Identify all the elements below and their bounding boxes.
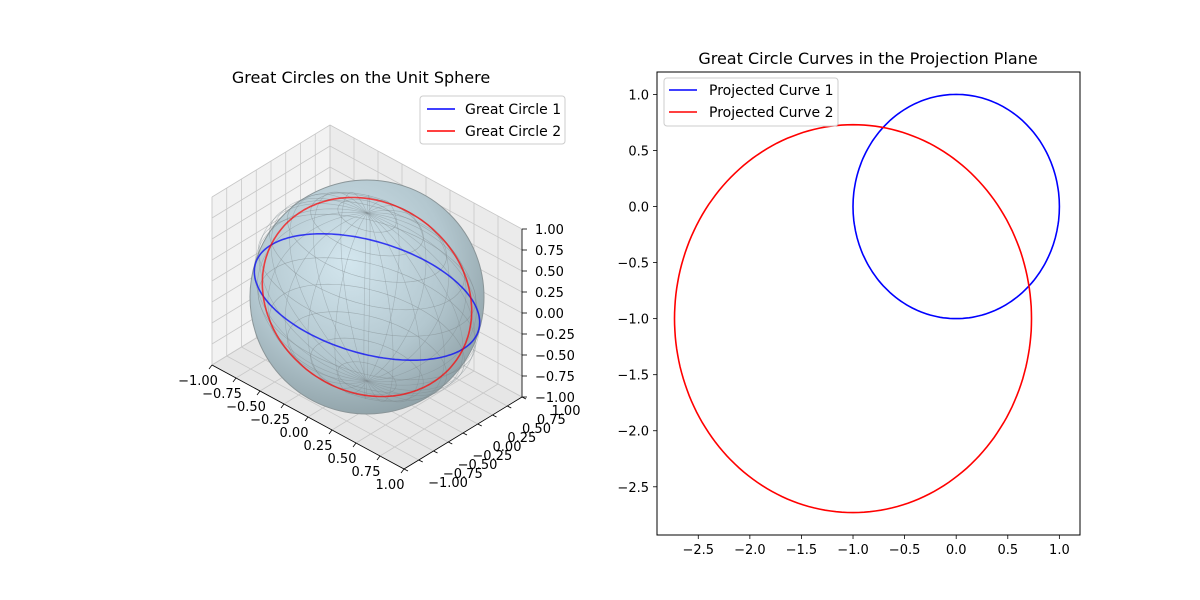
- x-tick-label: −0.50: [226, 400, 266, 415]
- x-tick-label: 1.00: [376, 478, 405, 493]
- y-tick-mark: [507, 405, 512, 409]
- gridline: [211, 166, 331, 240]
- x-tick-label: −2.0: [734, 543, 766, 558]
- plot-frame: [656, 71, 1081, 536]
- x-tick-label: 1.0: [1049, 543, 1070, 558]
- projection-legend: Projected Curve 1 Projected Curve 2: [663, 77, 839, 127]
- projected-curve-2-line: [673, 123, 1033, 514]
- y-tick-label: 0.25: [507, 431, 536, 446]
- projected-curve-1-line: [852, 93, 1061, 320]
- axes-tick-labels: −1.00−1.00−1.00−0.75−0.75−0.75−0.50−0.50…: [178, 223, 580, 493]
- x-tick-label: −2.5: [683, 543, 715, 558]
- z-tick-label: −0.75: [535, 370, 575, 385]
- x-tick-mark: [376, 455, 381, 461]
- y-tick-label: −1.00: [428, 476, 468, 491]
- sphere-latitude-line: [287, 311, 447, 402]
- z-tick-label: −0.25: [535, 328, 575, 343]
- z-tick-label: 0.75: [535, 244, 564, 259]
- y-tick-label: 0.5: [628, 145, 649, 160]
- z-tick-label: 0.50: [535, 265, 564, 280]
- y-tick-mark: [433, 450, 438, 454]
- legend-label-great-circle-2: Great Circle 2: [465, 124, 561, 140]
- sphere-latitude-line: [269, 283, 465, 395]
- unit-sphere-surface: [249, 179, 485, 415]
- y-tick-mark: [403, 468, 409, 472]
- sphere-legend: Great Circle 1 Great Circle 2: [419, 95, 566, 145]
- x-tick-mark: [256, 390, 261, 396]
- x-tick-label: 0.75: [352, 465, 381, 480]
- x-tick-label: −1.00: [178, 374, 218, 389]
- gridline: [355, 370, 475, 444]
- sphere-plot-title: Great Circles on the Unit Sphere: [232, 68, 490, 87]
- sphere-body: [249, 179, 485, 415]
- x-tick-mark: [328, 429, 333, 435]
- x-tick-label: 0.50: [328, 452, 357, 467]
- y-tick-mark: [418, 459, 423, 463]
- y-tick-mark: [492, 414, 497, 418]
- legend-label-projected-curve-1: Projected Curve 1: [709, 83, 834, 99]
- y-tick-label: 0.50: [522, 422, 551, 437]
- x-tick-label: −1.5: [786, 543, 818, 558]
- great-circle-curves: [253, 196, 481, 398]
- x-tick-label: −0.75: [202, 387, 242, 402]
- y-tick-label: 1.0: [628, 88, 649, 103]
- sphere-latitude-line: [337, 361, 397, 395]
- x-tick-label: −1.0: [837, 543, 869, 558]
- sphere-3d-panel: Great Circles on the Unit Sphere −1.00 −1…: [178, 68, 580, 493]
- y-tick-label: −0.50: [458, 458, 498, 473]
- sphere-latitude-line: [337, 199, 397, 233]
- sphere-latitude-line: [269, 199, 465, 311]
- y-tick-label: −0.75: [443, 467, 483, 482]
- x-tick-mark: [304, 416, 309, 422]
- x-tick-label: 0.00: [280, 426, 309, 441]
- y-tick-label: −1.0: [617, 313, 649, 328]
- great-circle-2-line: [261, 196, 473, 398]
- gridline: [379, 383, 499, 457]
- legend-frame: [419, 95, 566, 145]
- z-tick-label: 0.25: [535, 286, 564, 301]
- gridline: [329, 124, 523, 230]
- y-tick-mark: [462, 432, 468, 436]
- z-tick-label: −1.00: [535, 391, 575, 406]
- x-tick-label: −0.5: [889, 543, 921, 558]
- x-tick-mark: [232, 377, 237, 383]
- x-tick-mark: [280, 403, 285, 409]
- legend-label-projected-curve-2: Projected Curve 2: [709, 105, 834, 121]
- gridline: [211, 145, 331, 219]
- y-tick-label: 0.75: [537, 413, 566, 428]
- y-tick-label: 0.00: [493, 440, 522, 455]
- x-tick-label: 0.25: [304, 439, 333, 454]
- y-tick-mark: [477, 423, 482, 427]
- y-tick-label: 1.00: [552, 404, 581, 419]
- legend-label-great-circle-1: Great Circle 1: [465, 102, 561, 118]
- y-tick-label: 0.0: [628, 201, 649, 216]
- projection-plot-title: Great Circle Curves in the Projection Pl…: [698, 49, 1037, 68]
- y-tick-label: −2.0: [617, 425, 649, 440]
- z-tick-label: 0.00: [535, 307, 564, 322]
- y-tick-label: −0.5: [617, 257, 649, 272]
- gridline: [211, 124, 331, 198]
- axis-ticks: −2.5 −2.0 −1.5 −1.0 −0.5 0.0 0.5 1.0 −2.5 −2.0 −1.…: [617, 88, 1069, 558]
- sphere-latitude-line: [310, 192, 424, 257]
- y-tick-mark: [521, 396, 527, 400]
- sphere-latitude-line: [257, 257, 477, 381]
- legend-frame: [663, 77, 839, 127]
- y-tick-label: −2.5: [617, 481, 649, 496]
- z-tick-label: −0.50: [535, 349, 575, 364]
- y-tick-label: −1.5: [617, 369, 649, 384]
- x-tick-mark: [400, 468, 405, 474]
- y-tick-mark: [448, 441, 453, 445]
- projection-2d-panel: Great Circle Curves in the Projection Pl…: [617, 49, 1081, 558]
- x-tick-label: 0.5: [997, 543, 1018, 558]
- x-tick-label: −0.25: [250, 413, 290, 428]
- y-tick-label: −0.25: [472, 449, 512, 464]
- sphere-latitude-line: [310, 337, 424, 402]
- projected-curves: [673, 93, 1061, 514]
- x-tick-mark: [352, 442, 357, 448]
- x-tick-mark: [208, 364, 213, 370]
- x-tick-label: 0.0: [946, 543, 967, 558]
- z-tick-label: 1.00: [535, 223, 564, 238]
